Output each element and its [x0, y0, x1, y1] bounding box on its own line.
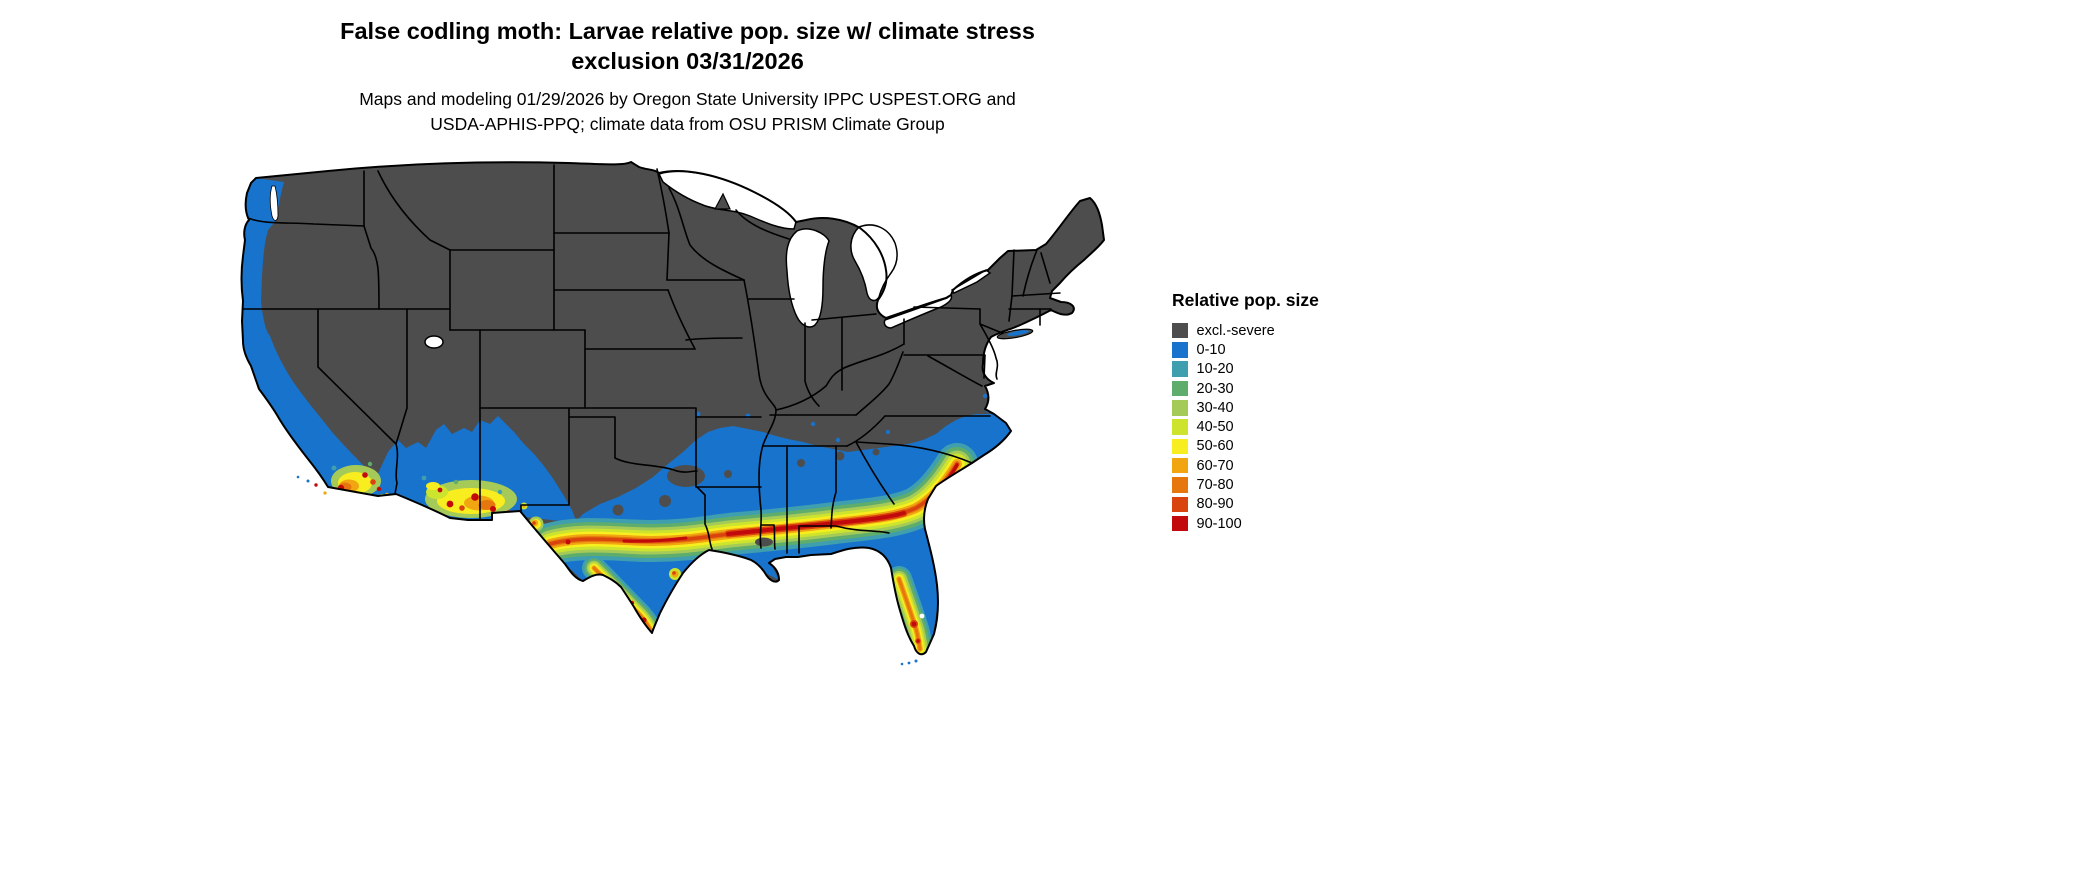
channel-island-spot — [296, 475, 300, 479]
channel-island-spot — [314, 483, 318, 487]
legend-label: 70-80 — [1196, 477, 1234, 494]
legend-swatch-b20 — [1172, 380, 1188, 397]
legend-swatch-b0 — [1172, 342, 1188, 358]
subtitle-line1: Maps and modeling 01/29/2026 by Oregon S… — [359, 89, 1016, 109]
lake-erie — [883, 293, 953, 329]
legend-label: excl.-severe — [1196, 322, 1275, 339]
legend-swatch-b30 — [1172, 400, 1188, 416]
lake-michigan — [785, 228, 830, 328]
legend-label: 10-20 — [1196, 361, 1234, 378]
page-title-line1: False codling moth: Larvae relative pop.… — [340, 18, 1035, 44]
legend-item-b30: 30-40 — [1172, 398, 1319, 417]
legend-label: 50-60 — [1196, 438, 1234, 455]
legend-items: excl.-severe 0-10 10-20 20-30 30-40 40-50 50-6… — [1172, 321, 1319, 533]
state-borders — [243, 164, 1061, 554]
hot-spot — [565, 539, 571, 545]
legend-item-b10: 10-20 — [1172, 360, 1319, 379]
florida-keys — [900, 662, 904, 666]
legend-item-b90: 90-100 — [1172, 514, 1319, 533]
legend-item-b60: 60-70 — [1172, 456, 1319, 475]
legend-item-b80: 80-90 — [1172, 495, 1319, 514]
legend-item-excl: excl.-severe — [1172, 321, 1319, 340]
keweenaw-peninsula — [714, 192, 731, 210]
legend-label: 0-10 — [1196, 341, 1226, 358]
legend-swatch-b70 — [1172, 477, 1188, 493]
legend-label: 80-90 — [1196, 496, 1234, 513]
legend-title: Relative pop. size — [1172, 290, 1319, 310]
long-island-blue — [1007, 330, 1029, 336]
legend-item-b50: 50-60 — [1172, 437, 1319, 456]
header: False codling moth: Larvae relative pop.… — [0, 16, 1375, 137]
lake-okeechobee — [919, 613, 925, 619]
legend-label: 30-40 — [1196, 399, 1234, 416]
great-salt-lake — [424, 335, 444, 349]
legend-swatch-b60 — [1172, 457, 1188, 474]
florida-keys — [907, 661, 911, 665]
pacific-coast-low-pop-region — [241, 178, 380, 496]
legend-item-b0: 0-10 — [1172, 340, 1319, 359]
conus-map — [228, 152, 1138, 672]
florida-keys — [914, 659, 918, 663]
us-map-svg — [240, 161, 1105, 666]
legend-swatch-b80 — [1172, 496, 1188, 513]
population-raster-overlays — [241, 178, 1082, 655]
legend-label: 20-30 — [1196, 380, 1234, 397]
legend-item-b20: 20-30 — [1172, 379, 1319, 398]
legend-swatch-excl — [1172, 322, 1188, 339]
legend-swatch-b90 — [1172, 515, 1188, 532]
subtitle-line2: USDA-APHIS-PPQ; climate data from OSU PR… — [430, 114, 945, 134]
legend-swatch-b40 — [1172, 419, 1188, 435]
channel-island-spot — [306, 479, 310, 483]
page-title-line2: exclusion 03/31/2026 — [571, 48, 804, 74]
legend-label: 40-50 — [1196, 419, 1234, 436]
arizona-hot-area — [396, 475, 517, 518]
legend-item-b70: 70-80 — [1172, 475, 1319, 494]
legend-item-b40: 40-50 — [1172, 417, 1319, 436]
offshore-features — [296, 328, 1034, 666]
legend-swatch-b10 — [1172, 361, 1188, 377]
puget-sound — [269, 185, 279, 221]
channel-island-spot — [323, 491, 327, 495]
subtitle: Maps and modeling 01/29/2026 by Oregon S… — [0, 87, 1375, 137]
legend-swatch-b50 — [1172, 438, 1188, 455]
corpus-area-spot-peak — [672, 571, 676, 575]
legend-label: 90-100 — [1196, 515, 1242, 532]
legend: Relative pop. size excl.-severe 0-10 10-20… — [1172, 290, 1319, 533]
hot-spot — [916, 639, 920, 643]
legend-label: 60-70 — [1196, 457, 1234, 474]
hot-spot — [911, 621, 917, 627]
